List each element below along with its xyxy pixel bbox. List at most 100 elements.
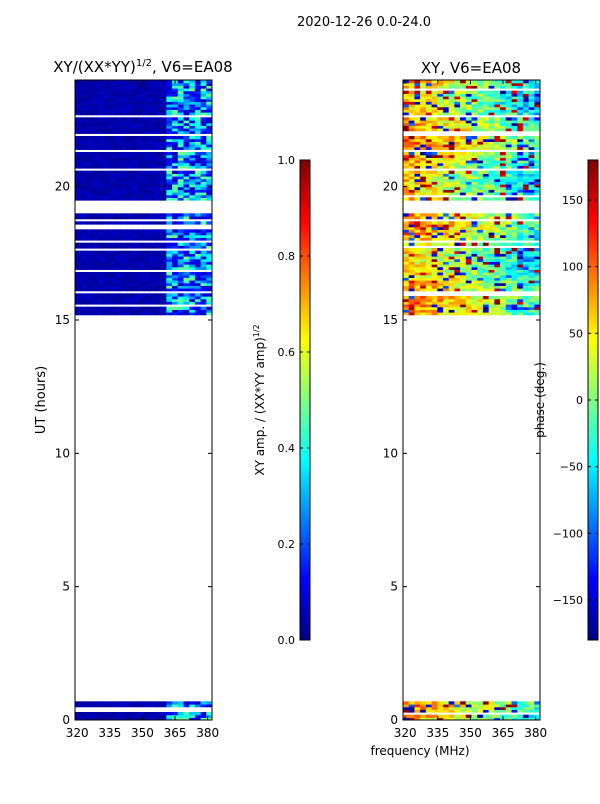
- heatmap-cell: [454, 298, 461, 302]
- heatmap-cell: [482, 90, 490, 94]
- heatmap-cell: [442, 117, 450, 121]
- heatmap-cell: [189, 285, 196, 289]
- heatmap-cell: [126, 229, 133, 233]
- heatmap-cell: [442, 93, 450, 97]
- heatmap-cell: [149, 234, 156, 238]
- heatmap-cell: [92, 162, 99, 166]
- heatmap-cell: [465, 232, 473, 236]
- heatmap-cell: [500, 90, 507, 94]
- heatmap-cell: [488, 704, 495, 708]
- heatmap-cell: [132, 138, 139, 142]
- heatmap-cell: [97, 712, 105, 716]
- heatmap-cell: [132, 104, 139, 108]
- heatmap-cell: [109, 253, 116, 257]
- heatmap-cell: [488, 160, 495, 164]
- heatmap-cell: [120, 125, 127, 129]
- heatmap-cell: [471, 141, 478, 145]
- heatmap-cell: [437, 170, 444, 174]
- heatmap-cell: [408, 117, 416, 121]
- heatmap-cell: [471, 237, 478, 241]
- heatmap-cell: [471, 82, 478, 86]
- heatmap-cell: [534, 709, 540, 713]
- heatmap-cell: [505, 706, 513, 710]
- heatmap-cell: [137, 90, 145, 94]
- heatmap-cell: [86, 197, 93, 201]
- heatmap-cell: [189, 157, 196, 161]
- heatmap-cell: [517, 165, 524, 169]
- heatmap-cell: [528, 234, 535, 238]
- heatmap-cell: [200, 293, 207, 297]
- heatmap-cell: [420, 280, 427, 284]
- heatmap-cell: [522, 717, 530, 720]
- heatmap-cell: [477, 104, 484, 108]
- heatmap-cell: [206, 712, 212, 716]
- heatmap-cell: [206, 704, 212, 708]
- heatmap-cell: [408, 136, 416, 140]
- heatmap-cell: [189, 282, 196, 286]
- heatmap-cell: [442, 197, 450, 201]
- heatmap-cell: [154, 237, 162, 241]
- heatmap-cell: [442, 264, 450, 268]
- heatmap-cell: [414, 304, 421, 308]
- heatmap-cell: [149, 122, 156, 126]
- heatmap-cell: [92, 90, 99, 94]
- heatmap-cell: [149, 258, 156, 262]
- heatmap-cell: [86, 714, 93, 718]
- heatmap-cell: [126, 186, 133, 190]
- heatmap-cell: [534, 82, 540, 86]
- heatmap-cell: [206, 192, 212, 196]
- heatmap-cell: [200, 128, 207, 132]
- heatmap-cell: [528, 309, 535, 313]
- heatmap-cell: [511, 90, 518, 94]
- heatmap-cell: [500, 98, 507, 102]
- heatmap-cell: [534, 178, 540, 182]
- heatmap-cell: [143, 162, 150, 166]
- heatmap-cell: [132, 280, 139, 284]
- heatmap-cell: [454, 128, 461, 132]
- heatmap-cell: [408, 306, 416, 310]
- heatmap-cell: [200, 181, 207, 185]
- heatmap-cell: [448, 213, 455, 217]
- heatmap-cell: [534, 312, 540, 316]
- heatmap-cell: [425, 237, 433, 241]
- heatmap-cell: [114, 154, 122, 158]
- heatmap-cell: [454, 709, 461, 713]
- heatmap-cell: [126, 717, 133, 720]
- heatmap-cell: [126, 298, 133, 302]
- heatmap-cell: [511, 112, 518, 116]
- heatmap-cell: [92, 282, 99, 286]
- heatmap-cell: [528, 250, 535, 254]
- heatmap-cell: [166, 80, 173, 84]
- heatmap-cell: [75, 154, 82, 158]
- heatmap-cell: [206, 160, 212, 164]
- heatmap-cell: [75, 128, 82, 132]
- heatmap-cell: [194, 298, 202, 302]
- heatmap-cell: [517, 221, 524, 225]
- heatmap-cell: [471, 717, 478, 720]
- heatmap-cell: [465, 250, 473, 254]
- heatmap-cell: [420, 258, 427, 262]
- heatmap-cell: [511, 309, 518, 313]
- heatmap-cell: [75, 136, 82, 140]
- colorbar-tick-label: −150: [553, 594, 583, 607]
- heatmap-cell: [517, 160, 524, 164]
- heatmap-cell: [522, 165, 530, 169]
- heatmap-cell: [442, 96, 450, 100]
- heatmap-cell: [160, 165, 167, 169]
- heatmap-cell: [517, 269, 524, 273]
- heatmap-cell: [86, 261, 93, 265]
- heatmap-cell: [177, 104, 185, 108]
- heatmap-cell: [160, 96, 167, 100]
- heatmap-cell: [149, 194, 156, 198]
- heatmap-cell: [160, 82, 167, 86]
- heatmap-cell: [460, 261, 467, 265]
- heatmap-cell: [189, 154, 196, 158]
- heatmap-cell: [92, 272, 99, 276]
- heatmap-cell: [137, 285, 145, 289]
- heatmap-cell: [177, 88, 185, 92]
- heatmap-cell: [505, 104, 513, 108]
- heatmap-cell: [482, 280, 490, 284]
- heatmap-cell: [534, 288, 540, 292]
- heatmap-cell: [420, 701, 427, 705]
- heatmap-cell: [183, 197, 190, 201]
